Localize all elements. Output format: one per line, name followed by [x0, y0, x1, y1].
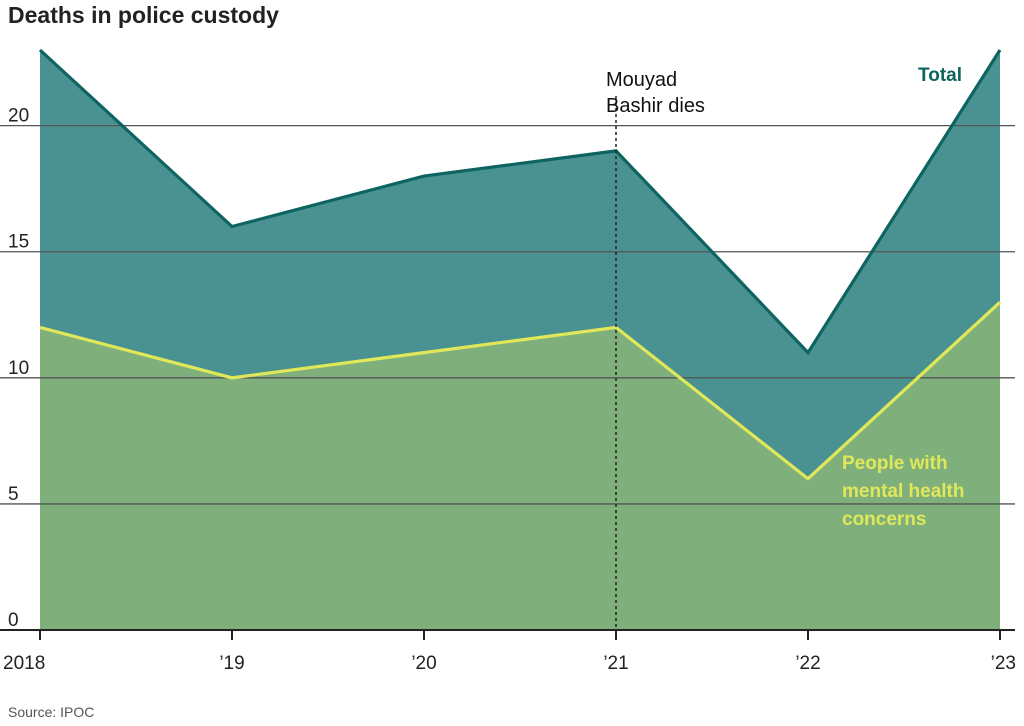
x-tick-label: ’20 — [411, 653, 436, 674]
x-tick-labels: 2018 ’19 ’20 ’21 ’22 ’23 — [3, 653, 1016, 674]
mental-health-series-label: People with — [842, 453, 948, 474]
y-tick-label: 0 — [8, 610, 19, 631]
series-lines — [38, 48, 1002, 481]
mental-health-area — [40, 302, 1000, 630]
y-tick-label: 15 — [8, 232, 29, 253]
x-axis — [0, 629, 1015, 640]
chart-title: Deaths in police custody — [8, 2, 279, 28]
annotation-text-line: Bashir dies — [606, 95, 705, 117]
total-series-label: Total — [918, 65, 962, 86]
series-labels: Total People with mental health concerns — [842, 65, 964, 530]
source-note: Source: IPOC — [8, 704, 95, 720]
x-tick-label: ’22 — [795, 653, 820, 674]
x-tick-label: ’21 — [603, 653, 628, 674]
mental-health-series-label: mental health — [842, 481, 964, 502]
x-tick-label: 2018 — [3, 653, 45, 674]
area-chart: Mouyad Bashir dies 0 5 10 15 20 2018 ’19 ’20 ’21… — [0, 48, 1016, 674]
annotation-text-line: Mouyad — [606, 69, 677, 91]
mental-health-line — [39, 300, 1002, 481]
y-tick-labels: 0 5 10 15 20 — [8, 106, 29, 631]
y-tick-label: 10 — [8, 358, 29, 379]
total-line — [38, 48, 1002, 356]
y-tick-label: 20 — [8, 106, 29, 127]
x-tick-label: ’19 — [219, 653, 244, 674]
gridlines — [0, 125, 1015, 505]
annotation-group: Mouyad Bashir dies — [606, 69, 705, 630]
mental-health-series-label: concerns — [842, 509, 926, 530]
y-tick-label: 5 — [8, 484, 19, 505]
x-tick-label: ’23 — [991, 653, 1016, 674]
